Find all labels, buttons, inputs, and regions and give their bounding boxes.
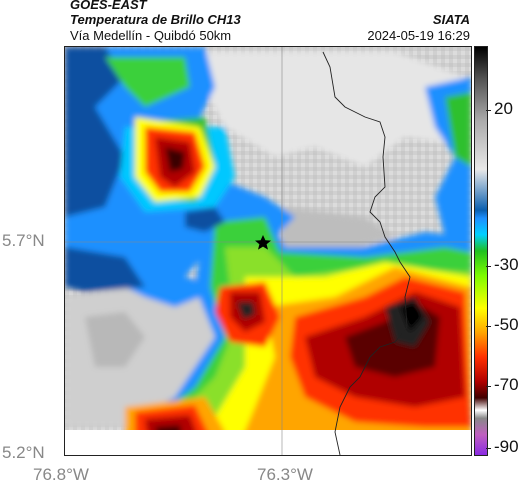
lon-label-mid: 76.3°W	[257, 465, 313, 484]
lat-label-top: 5.7°N	[2, 231, 45, 250]
lat-label-bottom: 5.2°N	[2, 443, 45, 462]
lon-label-left: 76.8°W	[33, 465, 89, 484]
organization-label: SIATA	[432, 12, 470, 27]
colorbar-tick	[486, 266, 491, 267]
map-subtitle: Vía Medellín - Quibdó 50km	[70, 28, 232, 43]
colorbar	[474, 46, 488, 456]
map-title-line2: Temperatura de Brillo CH13	[70, 12, 241, 27]
colorbar-label: -70	[494, 375, 519, 394]
location-star-icon[interactable]	[255, 235, 271, 250]
colorbar-tick	[486, 326, 491, 327]
colorbar-tick	[486, 448, 491, 449]
satellite-map[interactable]	[64, 46, 472, 456]
timestamp-label: 2024-05-19 16:29	[367, 28, 470, 43]
colorbar-label: -50	[494, 315, 519, 334]
map-title-line1: GOES-EAST	[70, 0, 147, 12]
department-border	[322, 51, 411, 455]
colorbar-tick	[486, 386, 491, 387]
colorbar-label: -90	[494, 437, 519, 456]
colorbar-label: -30	[494, 255, 519, 274]
colorbar-tick	[486, 110, 491, 111]
satellite-imagery	[65, 47, 471, 455]
colorbar-label: 20	[494, 99, 513, 118]
map-nodata-strip	[65, 430, 471, 455]
